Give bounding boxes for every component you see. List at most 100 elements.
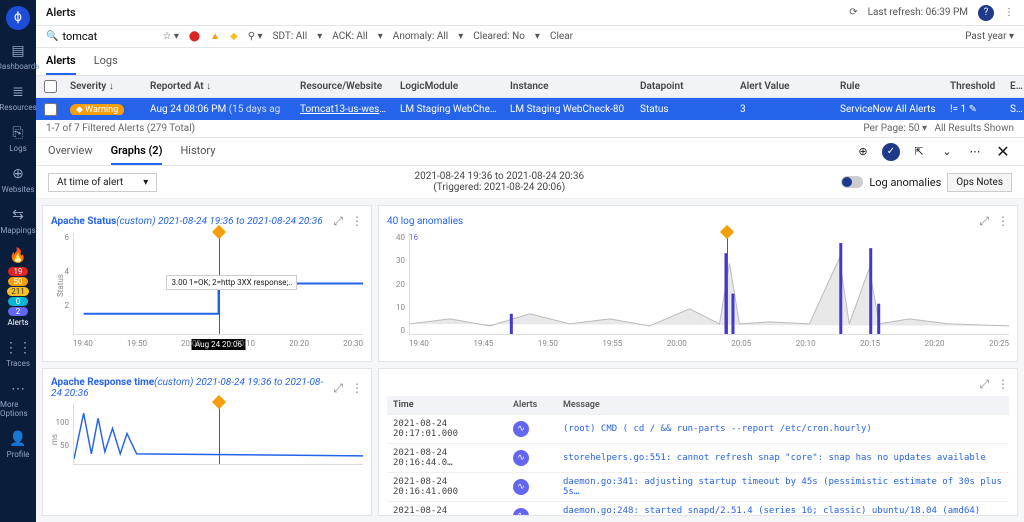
chart-controls: At time of alert▾ 2021-08-24 19:36 to 20… [36, 166, 1024, 199]
col-severity[interactable]: Severity ↓ [64, 81, 144, 92]
chevron-down-icon[interactable]: ⌄ [938, 143, 956, 161]
sev-critical-icon[interactable]: ⬤ [189, 31, 200, 42]
export-icon[interactable]: ⇱ [910, 143, 928, 161]
help-icon[interactable]: ? [978, 5, 994, 21]
log-anomaly-toggle[interactable] [841, 176, 863, 188]
severity-pill: ◆ Warning [70, 104, 124, 115]
tab-logs[interactable]: Logs [94, 48, 118, 75]
mappings-icon: ⇆ [9, 206, 27, 224]
chart2[interactable]: 403020100 16 [387, 233, 1009, 353]
more-icon[interactable]: ⋯ [966, 143, 984, 161]
sidebar-resources[interactable]: ≣Resources [0, 83, 37, 112]
col-rule[interactable]: Rule [834, 81, 944, 92]
tab-history[interactable]: History [180, 138, 215, 165]
websites-icon: ⊕ [9, 165, 27, 183]
cell-rule: ServiceNow All Alerts [834, 104, 944, 115]
check-icon[interactable]: ✓ [882, 143, 900, 161]
time-select[interactable]: At time of alert▾ [48, 173, 157, 192]
timestamp-range: 2021-08-24 19:36 to 2021-08-24 20:36 (Tr… [414, 171, 584, 193]
log-messages-panel: ⤢ ⋮ TimeAlertsMessage 2021-08-24 20:17:01… [378, 368, 1018, 516]
apache-status-panel: Apache Status(custom) 2021-08-24 19:36 t… [42, 205, 372, 362]
sidebar-traces[interactable]: ⋮⋮Traces [6, 339, 30, 368]
expand-icon[interactable]: ⤢ [333, 214, 343, 229]
per-page[interactable]: Per Page: 50 [863, 123, 919, 134]
logo[interactable]: ᛰ [6, 6, 30, 30]
panel-menu-icon[interactable]: ⋮ [997, 377, 1009, 392]
chart3[interactable]: 10050 ms [51, 403, 363, 483]
sidebar-label: Profile [7, 450, 30, 459]
alert-icon: ∿ [513, 479, 529, 495]
sidebar-label: Websites [2, 185, 35, 194]
ops-notes-button[interactable]: Ops Notes [947, 173, 1012, 192]
refresh-icon[interactable]: ⟳ [849, 7, 857, 18]
filter-icon[interactable]: ⚲ ▾ [248, 31, 263, 42]
sev-warn-icon[interactable]: ◆ [230, 31, 238, 42]
sidebar-mappings[interactable]: ⇆ Mappings [0, 206, 35, 235]
col-datapoint[interactable]: Datapoint [634, 81, 734, 92]
panel-menu-icon[interactable]: ⋮ [351, 381, 363, 396]
sidebar-more[interactable]: ⋯More Options [0, 380, 36, 418]
col-alertval[interactable]: Alert Value [734, 81, 834, 92]
filter-anomaly[interactable]: Anomaly: All [393, 31, 448, 42]
profile-icon: 👤 [9, 430, 27, 448]
panel-menu-icon[interactable]: ⋮ [351, 214, 363, 229]
col-logic[interactable]: LogicModule [394, 81, 504, 92]
log-row[interactable]: 2021-08-24 20:17:01.000∿(root) CMD ( cd … [387, 415, 1009, 444]
log-row[interactable]: 2021-08-24 20:16:44.0…∿storehelpers.go:5… [387, 444, 1009, 473]
clear-filters[interactable]: Clear [550, 31, 573, 42]
sidebar-label: Dashboards [0, 62, 39, 71]
log-row[interactable]: 2021-08-24 20:16:41.000∿daemon.go:341: a… [387, 473, 1009, 502]
expand-icon[interactable]: ⤢ [333, 381, 343, 396]
expand-icon[interactable]: ⤢ [979, 214, 989, 229]
logs-icon: ⎘ [9, 124, 27, 142]
filter-cleared[interactable]: Cleared: No [473, 31, 525, 42]
tab-alerts[interactable]: Alerts [46, 48, 76, 75]
result-summary: 1-7 of 7 Filtered Alerts (279 Total) [46, 123, 195, 134]
col-instance[interactable]: Instance [504, 81, 634, 92]
sev-error-icon[interactable]: ▲ [210, 31, 220, 42]
col-resource[interactable]: Resource/Website [294, 81, 394, 92]
more-icon: ⋯ [9, 380, 27, 398]
ylabel: Status [56, 274, 65, 297]
th-alerts[interactable]: Alerts [507, 396, 557, 415]
cell-datapoint: Status [634, 104, 734, 115]
search[interactable]: 🔍 [46, 30, 152, 43]
th-time[interactable]: Time [387, 396, 507, 415]
tab-overview[interactable]: Overview [48, 138, 93, 165]
filter-ack[interactable]: ACK: All [332, 31, 368, 42]
detail-tabs: Overview Graphs (2) History ⊕ ✓ ⇱ ⌄ ⋯ ✕ [36, 138, 1024, 166]
star-icon[interactable]: ☆ ▾ [162, 31, 178, 42]
search-input[interactable] [62, 30, 152, 43]
sidebar-label: Mappings [0, 226, 35, 235]
col-escalation[interactable]: Escalation Ch [1004, 81, 1024, 92]
sidebar-logs[interactable]: ⎘Logs [9, 124, 27, 153]
col-threshold[interactable]: Threshold [944, 81, 1004, 92]
filter-sdt[interactable]: SDT: All [273, 31, 308, 42]
time-range[interactable]: Past year ▾ [965, 31, 1014, 42]
sidebar-websites[interactable]: ⊕ Websites [2, 165, 35, 194]
expand-icon[interactable]: ⤢ [979, 377, 989, 392]
select-all[interactable] [44, 80, 57, 93]
main-tabs: Alerts Logs [36, 48, 1024, 76]
chart1[interactable]: 642 Status 3.00 1=OK; 2=http 3XX respons… [51, 233, 363, 353]
row-checkbox[interactable] [44, 103, 57, 116]
alert-icon: ∿ [513, 508, 529, 516]
cell-threshold: != 1 ✎ [944, 104, 1004, 115]
sidebar-alerts[interactable]: 🔥 19 50 211 0 2 Alerts [7, 247, 29, 327]
col-reported[interactable]: Reported At ↓ [144, 81, 294, 92]
panel-menu-icon[interactable]: ⋮ [997, 214, 1009, 229]
badge: 2 [8, 307, 28, 316]
alerts-icon: 🔥 [9, 247, 27, 265]
cell-escalation: ServiceNow I [1004, 104, 1024, 115]
sidebar-dashboards[interactable]: ▤Dashboards [0, 42, 39, 71]
th-msg[interactable]: Message [557, 396, 1009, 415]
alert-row[interactable]: ◆ Warning Aug 24 08:06 PM (15 days ag To… [36, 98, 1024, 120]
log-row[interactable]: 2021-08-24 20:16:41.000∿daemon.go:248: s… [387, 502, 1009, 517]
close-icon[interactable]: ✕ [994, 143, 1012, 161]
menu-icon[interactable]: ⋮ [1004, 7, 1014, 18]
resource-link[interactable]: Tomcat13-us-west-1 [300, 104, 391, 115]
cell-alertval: 3 [734, 104, 834, 115]
zoom-in-icon[interactable]: ⊕ [854, 143, 872, 161]
tab-graphs[interactable]: Graphs (2) [111, 138, 163, 165]
sidebar-profile[interactable]: 👤 Profile [7, 430, 30, 459]
